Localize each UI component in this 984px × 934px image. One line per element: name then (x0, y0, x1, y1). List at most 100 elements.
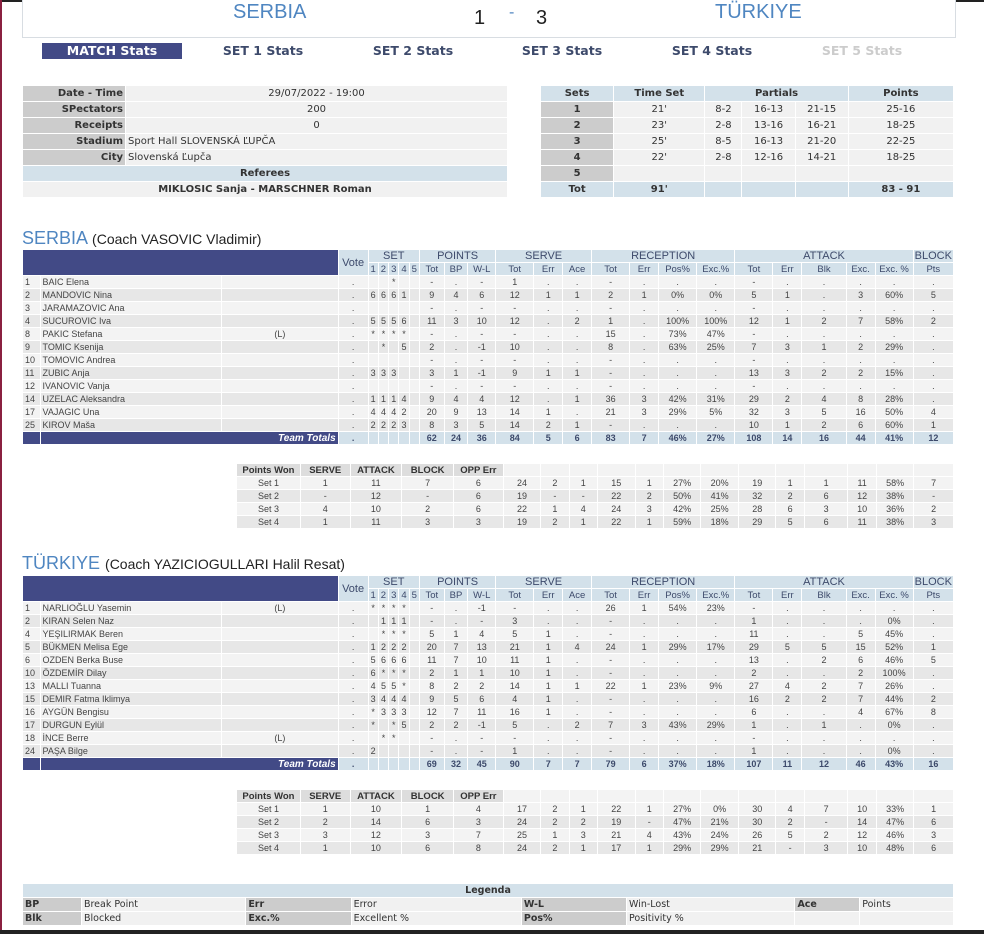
tab-set-3-stats[interactable]: SET 3 Stats (521, 43, 603, 58)
total-value (378, 758, 389, 770)
stat-value (409, 328, 419, 340)
stat-value (409, 380, 419, 392)
player-row[interactable]: 18 İNCE Berre (L). * * -. - -.. -... -..... (23, 732, 953, 744)
stat-value: . (563, 628, 592, 640)
stat-value: 6 (846, 654, 875, 666)
legend-title: Legenda (23, 884, 953, 897)
stat-value (409, 719, 419, 731)
total-value: 36 (468, 432, 496, 444)
set-stat-value: 1 (635, 516, 663, 528)
player-row[interactable]: 4 SUCUROVIC Iva. 5 5 5 6 11 3 10 12. 2 1. 100% 100% 12… (23, 315, 953, 327)
player-row[interactable]: 15 DEMIR Fatma Iklimya. 3 4 4 4 9 5 6 4 1. -... 16 2 2… (23, 693, 953, 705)
stat-value: - (592, 706, 630, 718)
stat-value: . (338, 341, 368, 353)
stat-value: 1 (802, 719, 846, 731)
player-row[interactable]: 10 TOMOVIC Andrea. -. - -.. -... -..... (23, 354, 953, 366)
partial-16: 16-13 (742, 102, 795, 117)
player-row[interactable]: 9 TOMIC Ksenija. * 5 2. -1 10.. 8. 63% 25% 7 3 1 2 29%… (23, 341, 953, 353)
player-row[interactable]: 14 UZELAC Aleksandra. 1 1 1 4 9 4 4 12. 1 36 3 42% 31%… (23, 393, 953, 405)
total-value (389, 432, 399, 444)
stat-value: . (846, 276, 875, 288)
libero-tag (222, 341, 338, 353)
stat-value (409, 628, 419, 640)
player-row[interactable]: 10 ÖZDEMİR Dilay. 6 * * * 2 1 1 10 1. -... 2.. 2 100%. (23, 667, 953, 679)
stat-value: 5 (378, 680, 389, 692)
player-row[interactable]: 5 BÜKMEN Melisa Ege. 1 2 2 2 20 7 13 21 1 4 24 1 29% 17… (23, 641, 953, 653)
player-row[interactable]: 17 VAJAGIC Una. 4 4 4 2 20 9 13 14 1. 21 3 29% 5% 32 3 5 1… (23, 406, 953, 418)
player-row[interactable]: 12 IVANOVIC Vanja. -. - -.. -... -..... (23, 380, 953, 392)
points-won-value: 12 (350, 490, 402, 502)
stat-value: 1 (630, 289, 659, 301)
player-name: ÖZDEMİR Dilay (40, 667, 222, 679)
set-stat-value: 10 (848, 803, 876, 815)
player-row[interactable]: 2 KIRAN Selen Naz. 1 1 1-. -3.. -... 1... 0%. (23, 615, 953, 627)
set-stat-value: 26 (738, 829, 776, 841)
points-won-value: 2 (402, 503, 454, 515)
stat-value: * (378, 341, 389, 353)
tab-match-stats[interactable]: MATCH Stats (42, 43, 182, 59)
player-row[interactable]: 25 KIROV Maša. 2 2 2 3 8 3 5 14 2 1-... 10 1 2 6 60% 1 (23, 419, 953, 431)
total-value: 7 (630, 432, 659, 444)
column-header: Ace (563, 589, 592, 601)
player-row[interactable]: 2 MANDOVIC Nina. 6 6 6 1 9 4 6 12 1 1 2 1 0% 0% 5 1. 3 60% 5 (23, 289, 953, 301)
set-stat-value: 11 (848, 516, 876, 528)
stat-value (409, 289, 419, 301)
empty-header (569, 464, 597, 476)
player-row[interactable]: 1 NARLIOĞLU Yasemin (L). * * * * -. -1-.. 26 1 54% 2… (23, 602, 953, 614)
player-row[interactable]: 8 PAKIC Stefana (L). * * * * -. - -.. 15. 73% 47% -..… (23, 328, 953, 340)
attack-group-header: ATTACK (735, 250, 913, 262)
stat-value: 1 (773, 419, 802, 431)
player-row[interactable]: 1 BAIC Elena. * -. -1.. -... -..... (23, 276, 953, 288)
empty-header (776, 464, 804, 476)
player-row[interactable]: 4 YEŞILIRMAK Beren. * * * 5 1 4 5 1. -... 11.. 5 45%. (23, 628, 953, 640)
total-value: 18% (697, 758, 735, 770)
stat-value: . (630, 315, 659, 327)
stat-value: . (773, 328, 802, 340)
stat-value: 4 (468, 393, 496, 405)
set-stat-value: 29% (663, 842, 701, 854)
stat-value: * (389, 732, 399, 744)
stat-value: . (846, 328, 875, 340)
info-label: SPectators (23, 102, 125, 117)
set-group-header: SET (368, 250, 419, 262)
player-row[interactable]: 13 MALLI Tuanna. 4 5 5 * 8 2 2 14 1 1 22 1 23% 9% 27 4 2 7 2… (23, 680, 953, 692)
home-player-stats-table: Vote SET POINTS SERVE RECEPTION ATTACK BLOCK 1 2… (22, 249, 954, 445)
info-value: 200 (126, 102, 507, 117)
stat-value: . (697, 667, 735, 679)
set-time: 21' (614, 102, 705, 117)
stat-value: 3 (419, 367, 444, 379)
serve-group-header: SERVE (496, 576, 592, 588)
stat-value: 22 (592, 680, 630, 692)
points-won-row: Set 2 2 14 6 3 24 2 2 19-47% 21% 30 2-14 47% 6 (237, 816, 953, 828)
player-row[interactable]: 3 JARAMAZOVIC Ana. -. - -.. -... -..... (23, 302, 953, 314)
player-row[interactable]: 11 ZUBIC Anja. 3 3 3 3 1 -1 9 1 1-... 13 3 2 2 15%. (23, 367, 953, 379)
jersey-number: 25 (23, 419, 40, 431)
column-header: Blk (802, 263, 846, 275)
total-value: 44 (846, 432, 875, 444)
stat-value: 0% (659, 289, 697, 301)
set-stat-value: 30 (738, 803, 776, 815)
points-won-value: 1 (300, 516, 350, 528)
stat-value: 100% (875, 667, 913, 679)
stat-value: . (563, 276, 592, 288)
set-stat-value: 3 (804, 842, 848, 854)
legend-key: W-L (521, 898, 627, 911)
stat-value: . (697, 628, 735, 640)
stat-value: 1 (913, 641, 953, 653)
tab-set-1-stats[interactable]: SET 1 Stats (222, 43, 304, 58)
set-stat-value: 1 (635, 842, 663, 854)
vote-header: Vote (338, 576, 368, 601)
stat-value: -1 (468, 719, 496, 731)
stat-value (409, 315, 419, 327)
tab-set-4-stats[interactable]: SET 4 Stats (671, 43, 753, 58)
tab-set-2-stats[interactable]: SET 2 Stats (372, 43, 454, 58)
player-row[interactable]: 6 OZDEN Berka Buse. 5 6 6 6 11 7 10 11 1. -... 13. 2 6… (23, 654, 953, 666)
stat-value: 1 (378, 615, 389, 627)
partial-16: 13-16 (742, 118, 795, 133)
player-row[interactable]: 24 PAŞA Bilge. 2-. -1.. -... 1... 0%. (23, 745, 953, 757)
stat-value: . (659, 276, 697, 288)
stat-value: 1 (534, 628, 563, 640)
stat-value: 1 (773, 315, 802, 327)
player-row[interactable]: 17 DURGUN Eylül. * * 5 2 2 -1 5. 2 7 3 43% 29% 1. 1. 0%. (23, 719, 953, 731)
player-row[interactable]: 16 AYGÜN Bengisu. * 3 3 3 12 7 11 16 1. -... 6.. 4 67%… (23, 706, 953, 718)
